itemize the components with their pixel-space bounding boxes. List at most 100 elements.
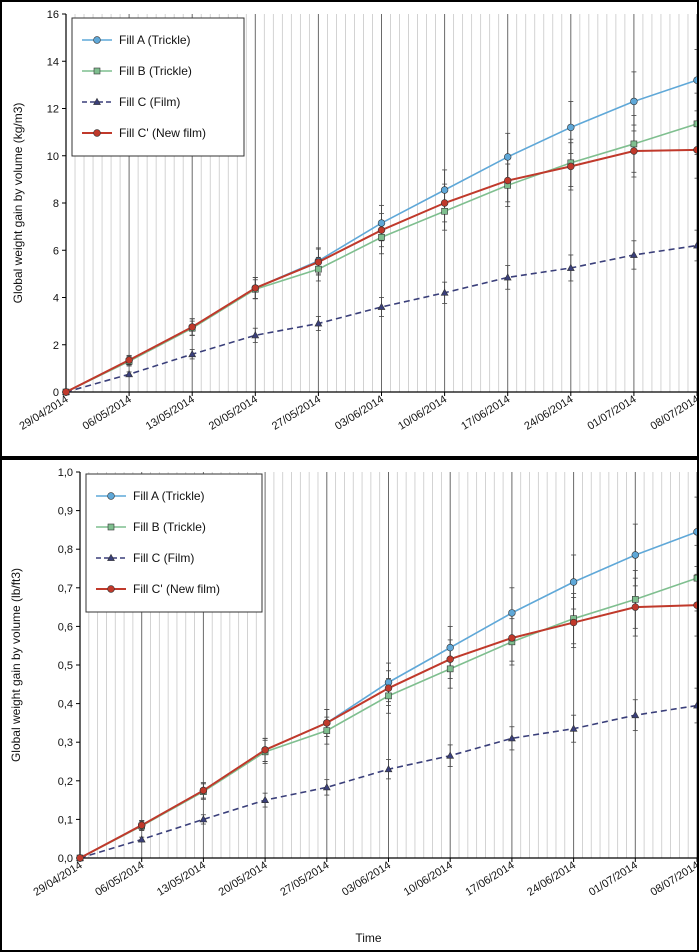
y-tick-label: 0,5 — [58, 660, 73, 672]
data-point — [377, 226, 386, 234]
x-tick-label: 27/05/2014 — [278, 859, 331, 898]
x-tick-label: 06/05/2014 — [81, 393, 134, 432]
x-tick-label: 17/06/2014 — [463, 859, 516, 898]
data-point — [629, 250, 638, 258]
chart-imperial-svg: 0,0 0,1 0,2 0,3 0,4 0,5 0,6 0,7 0,8 0,9 1,0 29/04/2… — [9, 467, 699, 945]
x-tick-label: 03/06/2014 — [340, 859, 393, 898]
x-tick-label: 03/06/2014 — [333, 393, 386, 432]
x-axis-title: Time — [355, 931, 382, 945]
legend: Fill A (Trickle) Fill B (Trickle) Fill C (… — [71, 17, 245, 157]
y-tick-label: 6 — [53, 245, 59, 257]
data-point — [631, 710, 640, 719]
x-tick-label: 29/04/2014 — [32, 859, 85, 898]
legend-swatch-marker — [93, 97, 101, 105]
data-point — [315, 265, 322, 273]
data-point — [569, 618, 578, 627]
data-point — [446, 655, 454, 663]
x-tick-label: 08/07/2014 — [649, 393, 699, 432]
x-tick-label: 13/05/2014 — [155, 859, 208, 898]
data-point — [440, 199, 449, 207]
data-point — [569, 724, 578, 732]
data-point — [630, 97, 638, 106]
y-tick-label: 0,1 — [58, 814, 73, 826]
data-point — [62, 388, 70, 396]
data-point — [693, 528, 699, 536]
y-axis-title: Global weight gain by volume (lb/ft3) — [9, 568, 23, 762]
x-tick-label: 29/04/2014 — [18, 393, 71, 432]
data-point — [630, 147, 638, 155]
data-point — [440, 186, 449, 194]
data-point — [507, 734, 516, 742]
legend-label: Fill C' (New film) — [133, 582, 220, 596]
data-point — [440, 288, 449, 296]
data-point — [441, 207, 448, 215]
data-point — [199, 786, 208, 795]
data-point — [508, 609, 516, 617]
data-point — [377, 302, 386, 310]
legend-label: Fill C' (New film) — [119, 126, 206, 140]
data-point — [125, 356, 133, 364]
legend: Fill A (Trickle) Fill B (Trickle) Fill C (… — [85, 473, 263, 613]
data-point — [385, 692, 392, 700]
legend-swatch-marker — [93, 67, 101, 75]
data-point — [693, 76, 699, 84]
data-point — [693, 601, 699, 609]
data-point — [322, 783, 331, 791]
data-point — [251, 284, 260, 292]
y-tick-label: 4 — [53, 293, 59, 305]
legend-swatch-marker — [107, 523, 115, 531]
y-tick-label: 14 — [47, 56, 59, 68]
data-point — [567, 123, 575, 132]
series-4 — [62, 146, 699, 396]
y-tick-label: 0,2 — [58, 776, 73, 788]
data-point — [384, 684, 393, 692]
data-point — [261, 746, 269, 754]
chart-metric: 0 2 4 6 8 10 12 14 16 29/04/2014 06/05/2014 13/05/2… — [0, 0, 699, 458]
y-tick-label: 12 — [47, 104, 59, 116]
data-point — [138, 821, 146, 829]
legend-label: Fill B (Trickle) — [119, 64, 192, 78]
y-tick-label: 0 — [53, 387, 59, 399]
x-tick-label: 24/06/2014 — [525, 859, 578, 898]
data-point — [508, 634, 516, 642]
data-point — [631, 596, 639, 603]
x-tick-label: 08/07/2014 — [649, 859, 699, 898]
y-tick-label: 8 — [53, 198, 59, 210]
data-point — [566, 263, 575, 271]
data-point — [261, 795, 270, 803]
data-point — [323, 727, 331, 734]
data-point — [378, 233, 385, 241]
x-tick-label: 10/06/2014 — [396, 393, 449, 432]
data-point — [567, 162, 575, 171]
y-tick-label: 0,4 — [58, 699, 73, 711]
x-tick-label: 24/06/2014 — [522, 393, 575, 432]
series-line — [65, 244, 698, 393]
data-point — [384, 764, 393, 773]
data-point — [446, 751, 455, 759]
y-axis-title: Global weight gain by volume (kg/m3) — [11, 103, 25, 304]
data-point — [693, 574, 699, 582]
x-tick-label: 06/05/2014 — [93, 859, 146, 898]
x-tick-label: 01/07/2014 — [585, 393, 638, 432]
legend-swatch-marker — [107, 492, 115, 500]
data-point — [504, 176, 512, 185]
y-tick-label: 0,6 — [58, 621, 73, 633]
legend-label: Fill C (Film) — [119, 95, 180, 109]
legend-label: Fill B (Trickle) — [133, 520, 206, 534]
legend-swatch-marker — [107, 553, 115, 561]
y-tick-label: 0,8 — [58, 544, 73, 556]
legend-label: Fill C (Film) — [133, 551, 194, 565]
data-point — [693, 146, 699, 154]
data-point — [504, 153, 512, 161]
data-point — [137, 835, 146, 843]
x-tick-label: 20/05/2014 — [207, 393, 260, 432]
x-tick-label: 13/05/2014 — [144, 393, 197, 432]
data-point — [314, 319, 323, 327]
y-tick-label: 0,3 — [58, 737, 73, 749]
data-point — [125, 370, 134, 378]
y-tick-label: 10 — [47, 151, 59, 163]
data-point — [251, 331, 260, 339]
data-point — [188, 323, 196, 331]
legend-label: Fill A (Trickle) — [119, 33, 191, 47]
y-tick-label: 0,7 — [58, 583, 73, 595]
